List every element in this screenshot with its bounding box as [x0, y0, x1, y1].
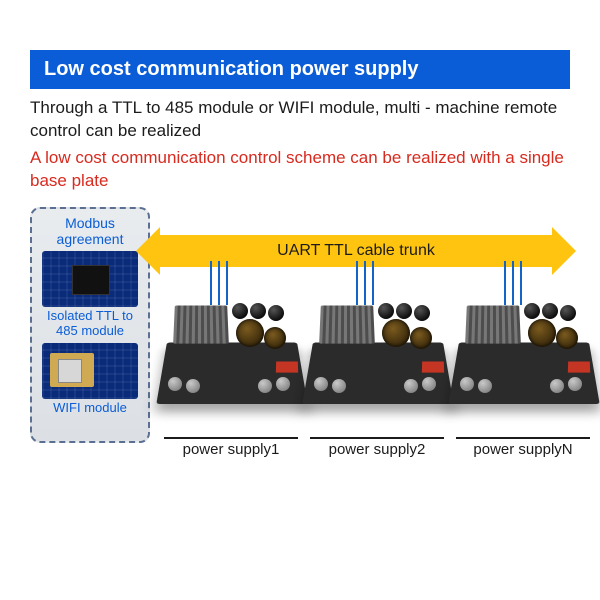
psu-label-n: power supplyN [456, 441, 590, 458]
psu-board-2 [308, 297, 448, 429]
description-primary: Through a TTL to 485 module or WIFI modu… [30, 97, 570, 143]
psu-label-1: power supply1 [164, 441, 298, 458]
arrow-left-head-icon [136, 227, 160, 275]
psu-board-1 [162, 297, 302, 429]
arrow-right-head-icon [552, 227, 576, 275]
ttl-485-module-icon [42, 251, 138, 307]
modbus-box: Modbus agreement Isolated TTL to 485 mod… [30, 207, 150, 443]
psu-board-n [454, 297, 594, 429]
title-bar: Low cost communication power supply [30, 50, 570, 89]
psu-underline-1 [164, 437, 298, 439]
wifi-module-label: WIFI module [38, 401, 142, 416]
wifi-module-icon [42, 343, 138, 399]
psu-underline-2 [310, 437, 444, 439]
modbus-heading: Modbus agreement [38, 215, 142, 247]
psu-underline-3 [456, 437, 590, 439]
psu-label-2: power supply2 [310, 441, 444, 458]
diagram-area: Modbus agreement Isolated TTL to 485 mod… [30, 207, 570, 527]
description-secondary: A low cost communication control scheme … [30, 147, 570, 193]
ttl-485-module-label: Isolated TTL to 485 module [38, 309, 142, 339]
